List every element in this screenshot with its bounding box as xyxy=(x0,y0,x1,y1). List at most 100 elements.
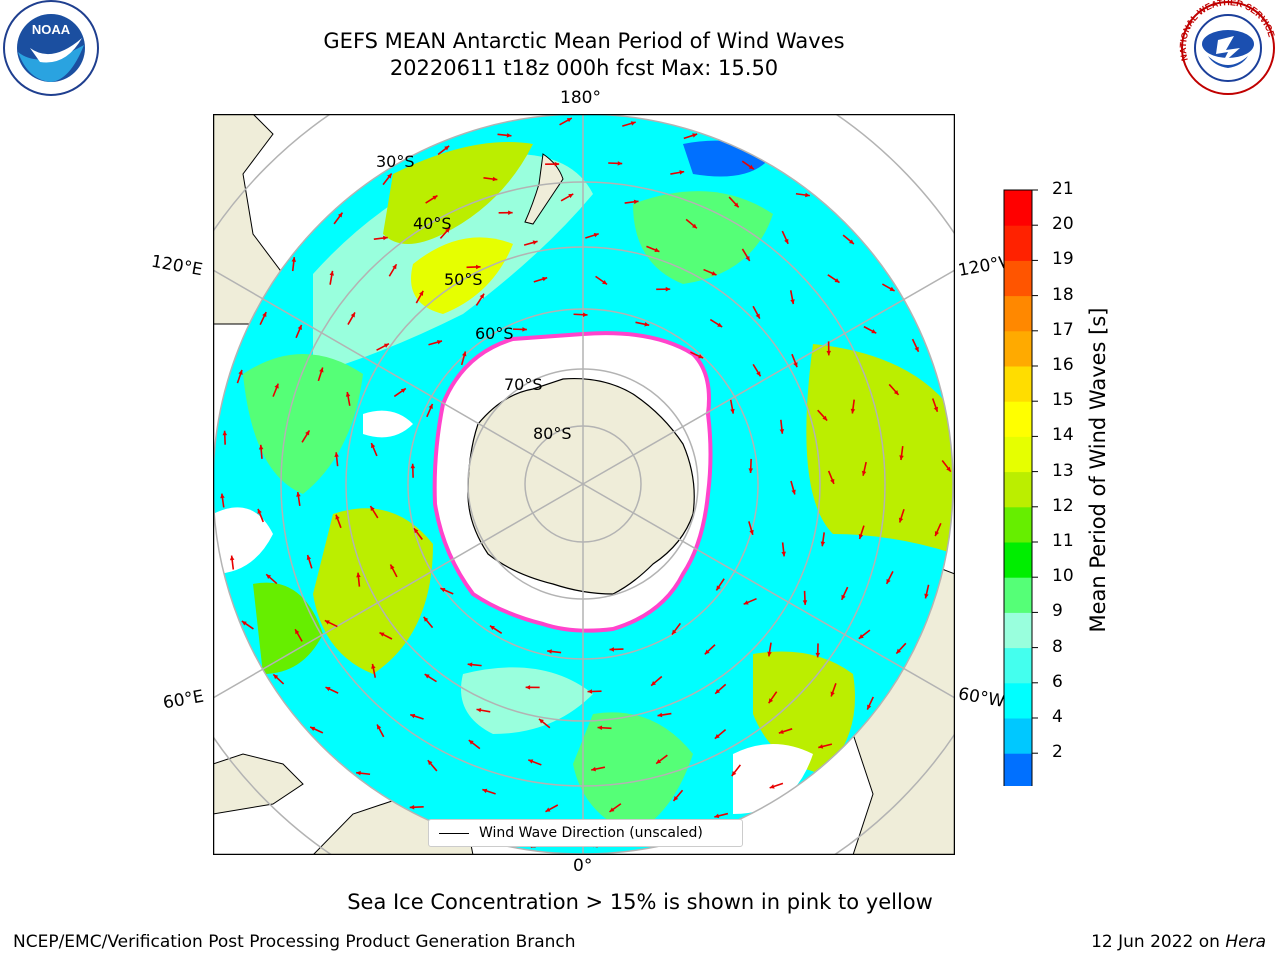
wind-arrow-head xyxy=(508,210,513,215)
wind-arrow-head xyxy=(522,327,527,332)
wind-arrow-head xyxy=(793,362,798,368)
colorbar-tick-label: 13 xyxy=(1052,460,1074,481)
lon-label-60w: 60°W xyxy=(956,684,1007,712)
wind-arrow-head xyxy=(587,689,593,694)
wind-arrow-head xyxy=(377,724,382,730)
wind-arrow-head xyxy=(867,704,872,710)
wind-arrow-head xyxy=(220,493,225,499)
colorbar-tick-label: 6 xyxy=(1052,671,1063,692)
colorbar-tick-label: 9 xyxy=(1052,601,1063,622)
wind-arrow-head xyxy=(826,350,832,356)
colorbar-segment xyxy=(1004,506,1032,543)
wind-arrow-head xyxy=(733,202,739,208)
wind-arrow-head xyxy=(410,463,416,469)
wind-arrow-head xyxy=(858,634,864,639)
wind-arrow-head xyxy=(805,192,810,198)
colorbar-frame xyxy=(1003,189,1033,786)
wind-arrow-head xyxy=(657,712,663,718)
wind-arrow-head xyxy=(781,551,786,557)
wind-arrow-head xyxy=(291,257,297,262)
wind-arrow-head xyxy=(337,212,343,218)
wind-arrow-head xyxy=(893,390,899,395)
wind-arrow-head xyxy=(319,367,324,373)
wind-arrow-head xyxy=(295,629,300,635)
colorbar-tick-label: 2 xyxy=(1052,742,1063,763)
wind-arrow-head xyxy=(297,324,302,330)
wind-arrow-head xyxy=(889,286,895,291)
wind-arrows xyxy=(220,117,952,849)
wind-arrow-head xyxy=(370,506,375,512)
wind-arrow-head xyxy=(673,796,679,801)
colorbar-segment xyxy=(1004,190,1032,226)
footer-date-text: 12 Jun 2022 on xyxy=(1091,932,1226,952)
lon-label-180: 180° xyxy=(560,88,601,108)
wind-arrow-head xyxy=(591,766,597,772)
wind-arrow-head xyxy=(479,293,485,299)
wind-arrow-head xyxy=(802,600,808,605)
map-legend: Wind Wave Direction (unscaled) xyxy=(428,819,743,847)
lon-label-60e: 60°E xyxy=(161,686,206,714)
colorbar-segment xyxy=(1004,577,1032,613)
wind-arrow-head xyxy=(410,713,416,719)
wind-arrow-head xyxy=(258,444,264,450)
colorbar-tick-label: 4 xyxy=(1052,707,1063,727)
colorbar-segment xyxy=(1004,260,1032,297)
wind-arrow-head xyxy=(482,788,488,794)
wind-arrow-head xyxy=(841,594,846,600)
colorbar-tick-label: 20 xyxy=(1052,214,1074,235)
wind-arrow-head xyxy=(566,118,572,123)
wind-arrow-head xyxy=(756,371,761,377)
colorbar-tick-label: 12 xyxy=(1052,495,1074,516)
wind-arrow-head xyxy=(432,195,438,200)
wind-arrow-head xyxy=(791,489,796,495)
colorbar-tick-label: 17 xyxy=(1052,319,1074,340)
wind-arrow-head xyxy=(419,290,424,296)
wind-arrow-head xyxy=(822,415,828,421)
wind-arrow-head xyxy=(383,235,388,241)
wind-arrow-head xyxy=(767,651,772,657)
wind-arrow-head xyxy=(241,621,247,626)
wind-arrow-head xyxy=(593,232,599,238)
wind-arrow-head xyxy=(345,391,351,397)
wind-arrow-head xyxy=(547,649,552,654)
wind-arrow-head xyxy=(716,585,721,591)
colorbar-tick-label: 8 xyxy=(1052,636,1063,657)
wind-arrow-head xyxy=(630,121,636,126)
wind-arrow-head xyxy=(769,784,775,789)
colorbar-segment xyxy=(1004,718,1032,754)
lat-label-60s: 60°S xyxy=(475,324,514,343)
wind-arrow-head xyxy=(834,278,840,283)
national-weather-service-logo: NATIONAL WEATHER SERVICE xyxy=(1178,0,1277,95)
colorbar-tick-label: 19 xyxy=(1052,249,1074,270)
wind-arrow-head xyxy=(390,564,395,570)
footer-credit: NCEP/EMC/Verification Post Processing Pr… xyxy=(13,932,576,952)
wind-arrow-head xyxy=(946,466,951,472)
wind-arrow-head xyxy=(755,313,760,319)
wind-arrow-head xyxy=(665,286,671,292)
wind-arrow-head xyxy=(711,271,717,276)
wind-arrow-head xyxy=(886,578,891,584)
wind-arrow-head xyxy=(815,652,821,658)
wind-arrow-head xyxy=(745,255,750,261)
wind-arrow-head xyxy=(861,470,867,476)
wind-arrow-head xyxy=(476,264,481,270)
colorbar-segment xyxy=(1004,682,1032,719)
wind-arrow-head xyxy=(730,408,735,414)
wind-arrow-head xyxy=(476,707,482,713)
wind-arrow-head xyxy=(542,276,548,282)
wind-arrow-head xyxy=(698,354,704,359)
legend-line-swatch xyxy=(439,832,469,834)
wind-arrow-head xyxy=(525,685,531,690)
wind-arrow-head xyxy=(492,176,498,182)
wind-arrow-head xyxy=(597,725,603,731)
wind-arrow-head xyxy=(784,238,789,244)
colorbar-label: Mean Period of Wind Waves [s] xyxy=(1086,307,1110,633)
footer-host: Hera xyxy=(1225,932,1266,952)
wind-arrow-head xyxy=(644,322,650,327)
wind-arrow-head xyxy=(428,403,433,409)
wind-arrow-head xyxy=(274,383,279,389)
wind-arrow-head xyxy=(440,587,446,593)
wind-arrow-head xyxy=(262,312,267,318)
wind-arrow-head xyxy=(350,312,355,318)
graticule xyxy=(213,114,955,855)
